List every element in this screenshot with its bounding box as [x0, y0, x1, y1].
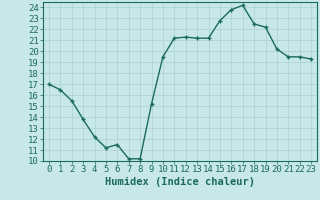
- X-axis label: Humidex (Indice chaleur): Humidex (Indice chaleur): [105, 177, 255, 187]
